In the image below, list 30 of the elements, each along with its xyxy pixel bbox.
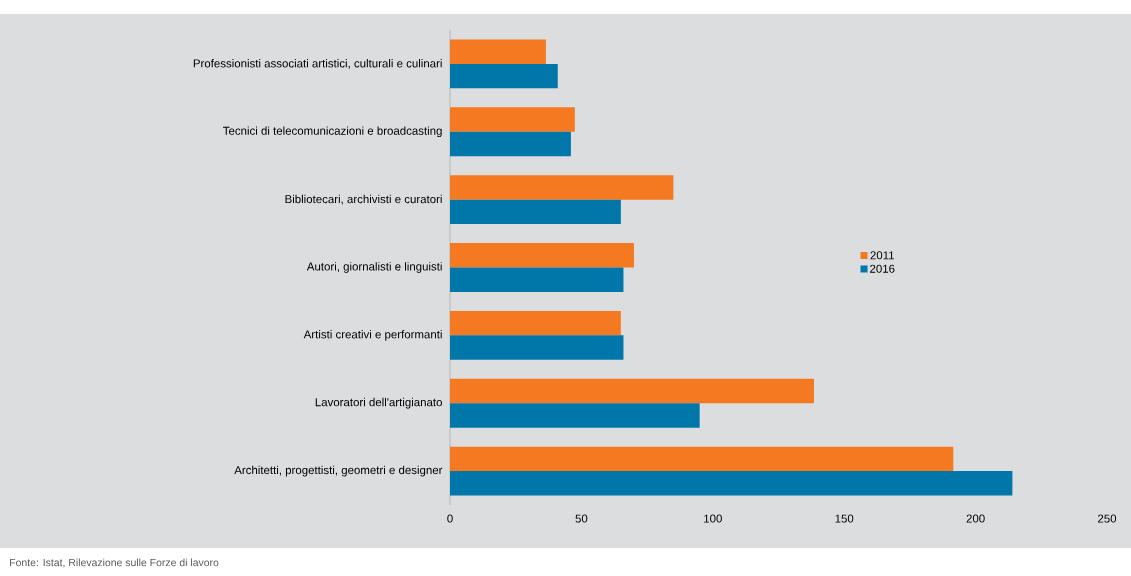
bar [450, 243, 634, 268]
bar [450, 267, 624, 292]
y-tick-label: Professionisti associati artistici, culturali e culinari [193, 59, 442, 69]
bar [450, 175, 674, 200]
bar [450, 310, 621, 336]
x-tick-label: 250 [1098, 514, 1117, 523]
y-tick-label: Bibliotecari, archivisti e curatori [285, 194, 442, 205]
bar [450, 107, 575, 132]
bar [450, 63, 558, 89]
y-tick-label: Artisti creativi e performanti [303, 330, 442, 341]
bar [450, 39, 546, 64]
x-tick-label: 200 [966, 514, 985, 523]
x-tick-label: 100 [704, 514, 722, 523]
y-tick-label: Autori, giornalisti e linguisti [306, 262, 442, 273]
bar [450, 378, 814, 404]
y-tick-label: Architetti, progettisti, geometri e designer [234, 465, 443, 477]
y-tick-label: Lavoratori dell'artigianato [315, 397, 442, 409]
x-tick-label: 50 [575, 514, 588, 523]
bar [450, 335, 624, 360]
legend-label: 2011 [870, 251, 895, 260]
source-note: Fonte: Istat, Rilevazione sulle Forze di lavoro [10, 558, 219, 568]
bar [450, 131, 571, 157]
x-tick-label: 150 [835, 514, 854, 523]
legend-label: 2016 [870, 264, 895, 273]
bar [450, 199, 621, 225]
bar [450, 471, 1013, 496]
y-tick-label: Tecnici di telecomunicazioni e broadcasting [223, 126, 442, 138]
bar [450, 446, 954, 472]
bar [450, 403, 700, 428]
x-tick-label: 0 [447, 514, 453, 523]
